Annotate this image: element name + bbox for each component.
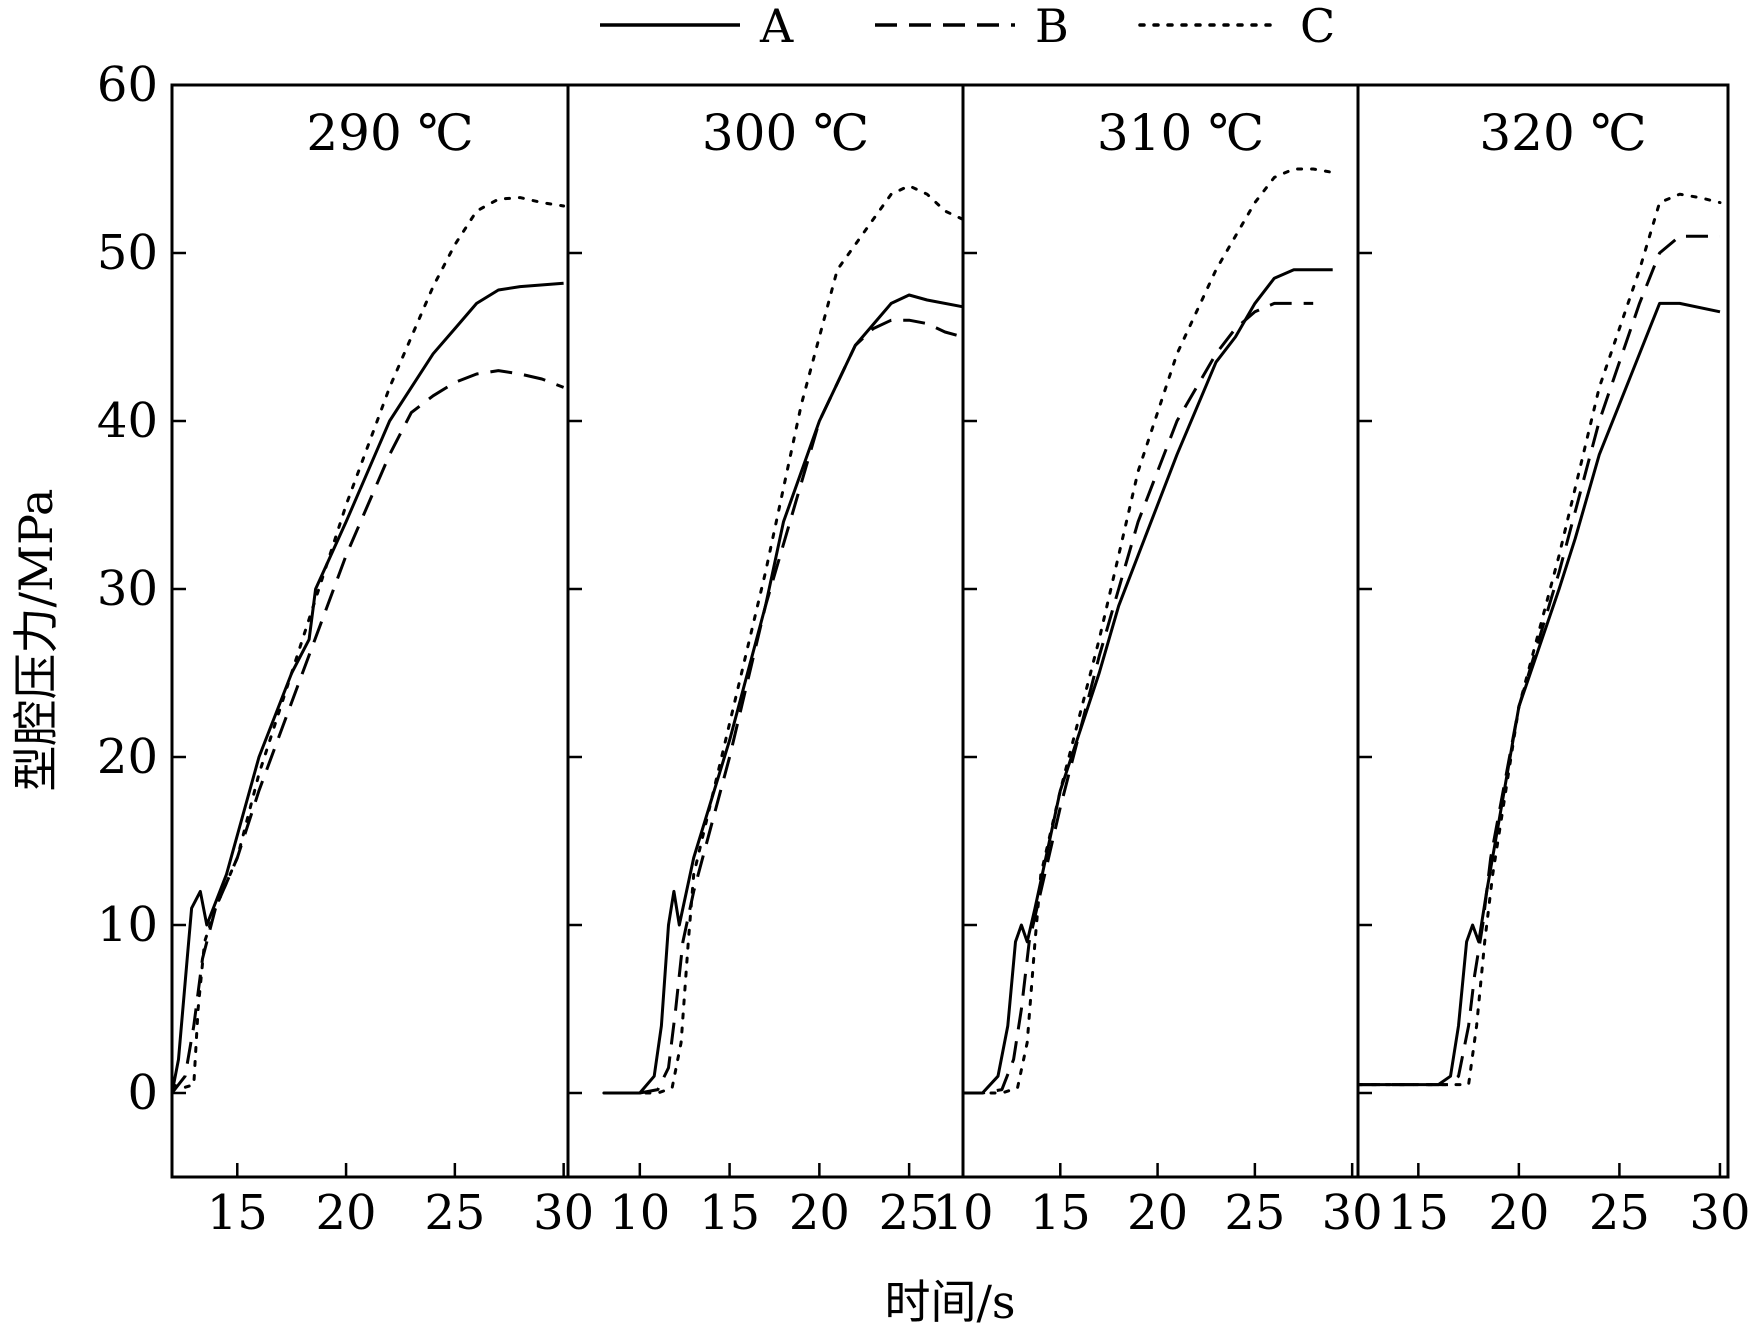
series-B-line xyxy=(170,369,565,1094)
x-tick-label: 10 xyxy=(932,1185,993,1241)
series-A-line xyxy=(1358,301,1721,1087)
panel-title: 310 ℃ xyxy=(1097,104,1264,162)
series-B-line xyxy=(963,301,1314,1095)
x-tick-label: 30 xyxy=(533,1185,594,1241)
panel-frame xyxy=(566,83,965,1179)
x-tick-label: 20 xyxy=(1488,1185,1549,1241)
series-A-line xyxy=(963,268,1333,1095)
panel-2: 10 15 20 25 300 ℃ xyxy=(566,83,965,1241)
panel-title: 300 ℃ xyxy=(702,104,869,162)
y-tick-label: 40 xyxy=(97,393,158,449)
series-C-line xyxy=(1356,192,1722,1087)
x-tick-label: 10 xyxy=(609,1185,670,1241)
legend: A B C xyxy=(600,0,1335,53)
panel-frame xyxy=(1356,83,1730,1179)
y-tick-label: 60 xyxy=(97,57,158,113)
panel-3: 10 15 20 25 30 310 ℃ xyxy=(932,83,1383,1241)
series-B-line xyxy=(1358,234,1720,1087)
x-tick-label: 15 xyxy=(699,1185,760,1241)
series-C-line xyxy=(602,184,965,1095)
x-tick-label: 25 xyxy=(879,1185,940,1241)
panel-4: 15 20 25 30 320 ℃ xyxy=(1356,83,1750,1241)
y-tick-label: 0 xyxy=(127,1065,158,1121)
x-tick-label: 15 xyxy=(207,1185,268,1241)
y-tick-label: 50 xyxy=(97,225,158,281)
y-tick-label: 10 xyxy=(97,897,158,953)
series-B-line xyxy=(603,318,964,1095)
x-tick-label: 20 xyxy=(1127,1185,1188,1241)
legend-label-C: C xyxy=(1300,0,1335,53)
panel-title: 290 ℃ xyxy=(306,104,473,162)
x-tick-label: 30 xyxy=(1322,1185,1383,1241)
panel-1: 0 10 20 30 40 50 60 15 20 25 30 290 ℃ xyxy=(97,57,594,1241)
x-tick-label: 20 xyxy=(789,1185,850,1241)
y-tick-label: 20 xyxy=(97,729,158,785)
x-tick-label: 20 xyxy=(316,1185,377,1241)
panel-title: 320 ℃ xyxy=(1479,104,1646,162)
panel-frame xyxy=(170,83,570,1179)
series-A-line xyxy=(603,293,964,1095)
x-tick-label: 15 xyxy=(1030,1185,1091,1241)
series-A-line xyxy=(170,281,564,1094)
series-C-line xyxy=(961,167,1335,1095)
x-tick-label: 25 xyxy=(1589,1185,1650,1241)
x-tick-label: 15 xyxy=(1388,1185,1449,1241)
series-C-line xyxy=(170,196,566,1090)
legend-label-B: B xyxy=(1035,0,1069,53)
x-tick-label: 25 xyxy=(1224,1185,1285,1241)
legend-label-A: A xyxy=(759,0,794,53)
y-axis-label: 型腔压力/MPa xyxy=(9,489,63,792)
y-tick-label: 30 xyxy=(97,561,158,617)
x-tick-label: 25 xyxy=(424,1185,485,1241)
x-axis-label: 时间/s xyxy=(884,1275,1015,1328)
x-tick-label: 30 xyxy=(1689,1185,1750,1241)
